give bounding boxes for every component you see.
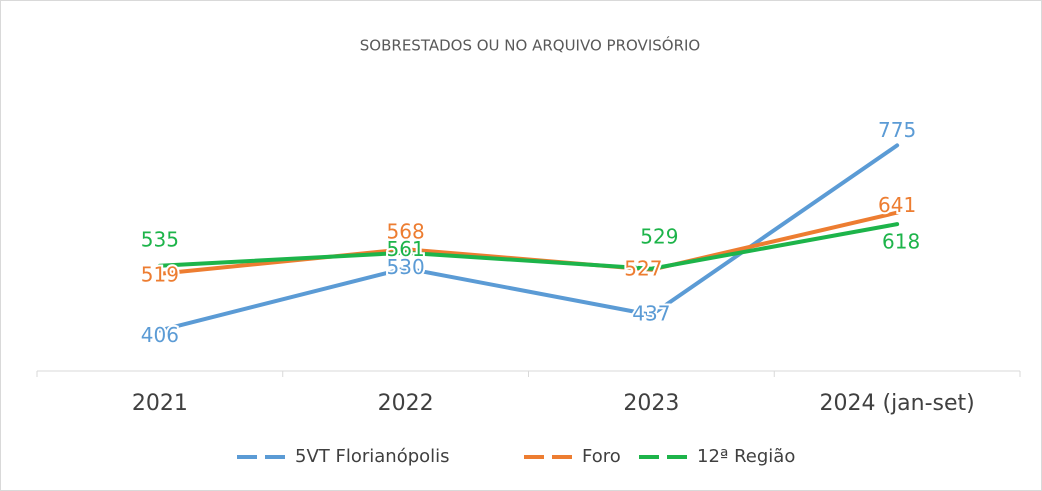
series-line bbox=[157, 143, 900, 333]
data-label: 527 bbox=[624, 256, 662, 280]
data-label: 529 bbox=[640, 224, 678, 248]
data-label: 641 bbox=[878, 193, 916, 217]
chart-title: SOBRESTADOS OU NO ARQUIVO PROVISÓRIO bbox=[360, 36, 700, 55]
data-label: 568 bbox=[387, 220, 425, 244]
data-label: 535 bbox=[141, 227, 179, 251]
data-label: 437 bbox=[632, 301, 670, 325]
x-tick-label: 2023 bbox=[623, 391, 679, 416]
data-label: 618 bbox=[882, 230, 920, 254]
data-label: 775 bbox=[878, 118, 916, 142]
series-line bbox=[157, 222, 900, 271]
data-label: 530 bbox=[387, 255, 425, 279]
x-tick-label: 2024 (jan-set) bbox=[820, 391, 975, 416]
legend-label: 12ª Região bbox=[697, 446, 795, 467]
legend-label: 5VT Florianópolis bbox=[295, 446, 450, 467]
x-tick-label: 2021 bbox=[132, 391, 188, 416]
legend-label: Foro bbox=[582, 446, 621, 467]
data-label: 561 bbox=[387, 237, 425, 261]
data-label: 406 bbox=[141, 323, 179, 347]
x-tick-label: 2022 bbox=[378, 391, 434, 416]
data-label: 519 bbox=[141, 262, 179, 286]
